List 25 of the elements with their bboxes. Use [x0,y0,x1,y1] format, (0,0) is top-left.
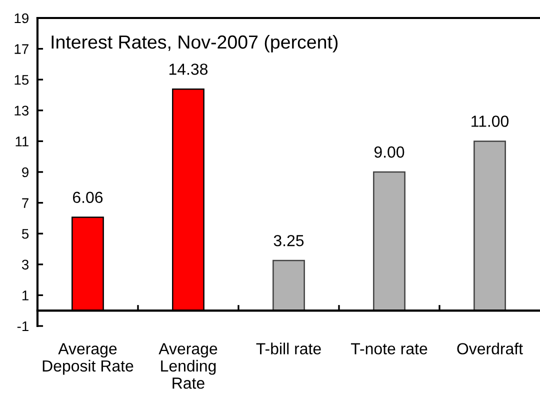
y-tick-label: 19 [14,13,28,24]
data-label: 6.06 [73,192,103,204]
y-tick-label: 17 [14,44,28,54]
data-label: 9.00 [374,146,404,158]
y-tick-label: 3 [22,260,29,270]
x-tick-label: Average Deposit Rate [42,343,134,375]
y-tick-label: -1 [17,321,28,332]
x-tick-label: Average Lending Rate [158,343,218,389]
bar [373,171,406,312]
y-tick-label: 15 [14,75,29,85]
bar [272,260,305,312]
text: Interest Rates, Nov-2007 (percent) [52,34,338,52]
y-tick-label: 11 [16,136,28,146]
y-tick-label: 1 [22,290,28,300]
y-tick-label: 7 [22,198,28,208]
x-tick-label: T-bill rate [256,342,321,354]
data-label: 3.25 [274,234,304,246]
x-tick-label: Overdraft [457,342,523,354]
y-tick-label: 5 [22,229,29,239]
y-tick-label: 13 [14,106,29,116]
data-label: 14.38 [169,64,208,75]
x-tick-label: T-note rate [350,343,428,354]
y-tick-label: 9 [22,167,28,178]
data-label: 11.00 [472,116,509,127]
bar [474,140,506,312]
